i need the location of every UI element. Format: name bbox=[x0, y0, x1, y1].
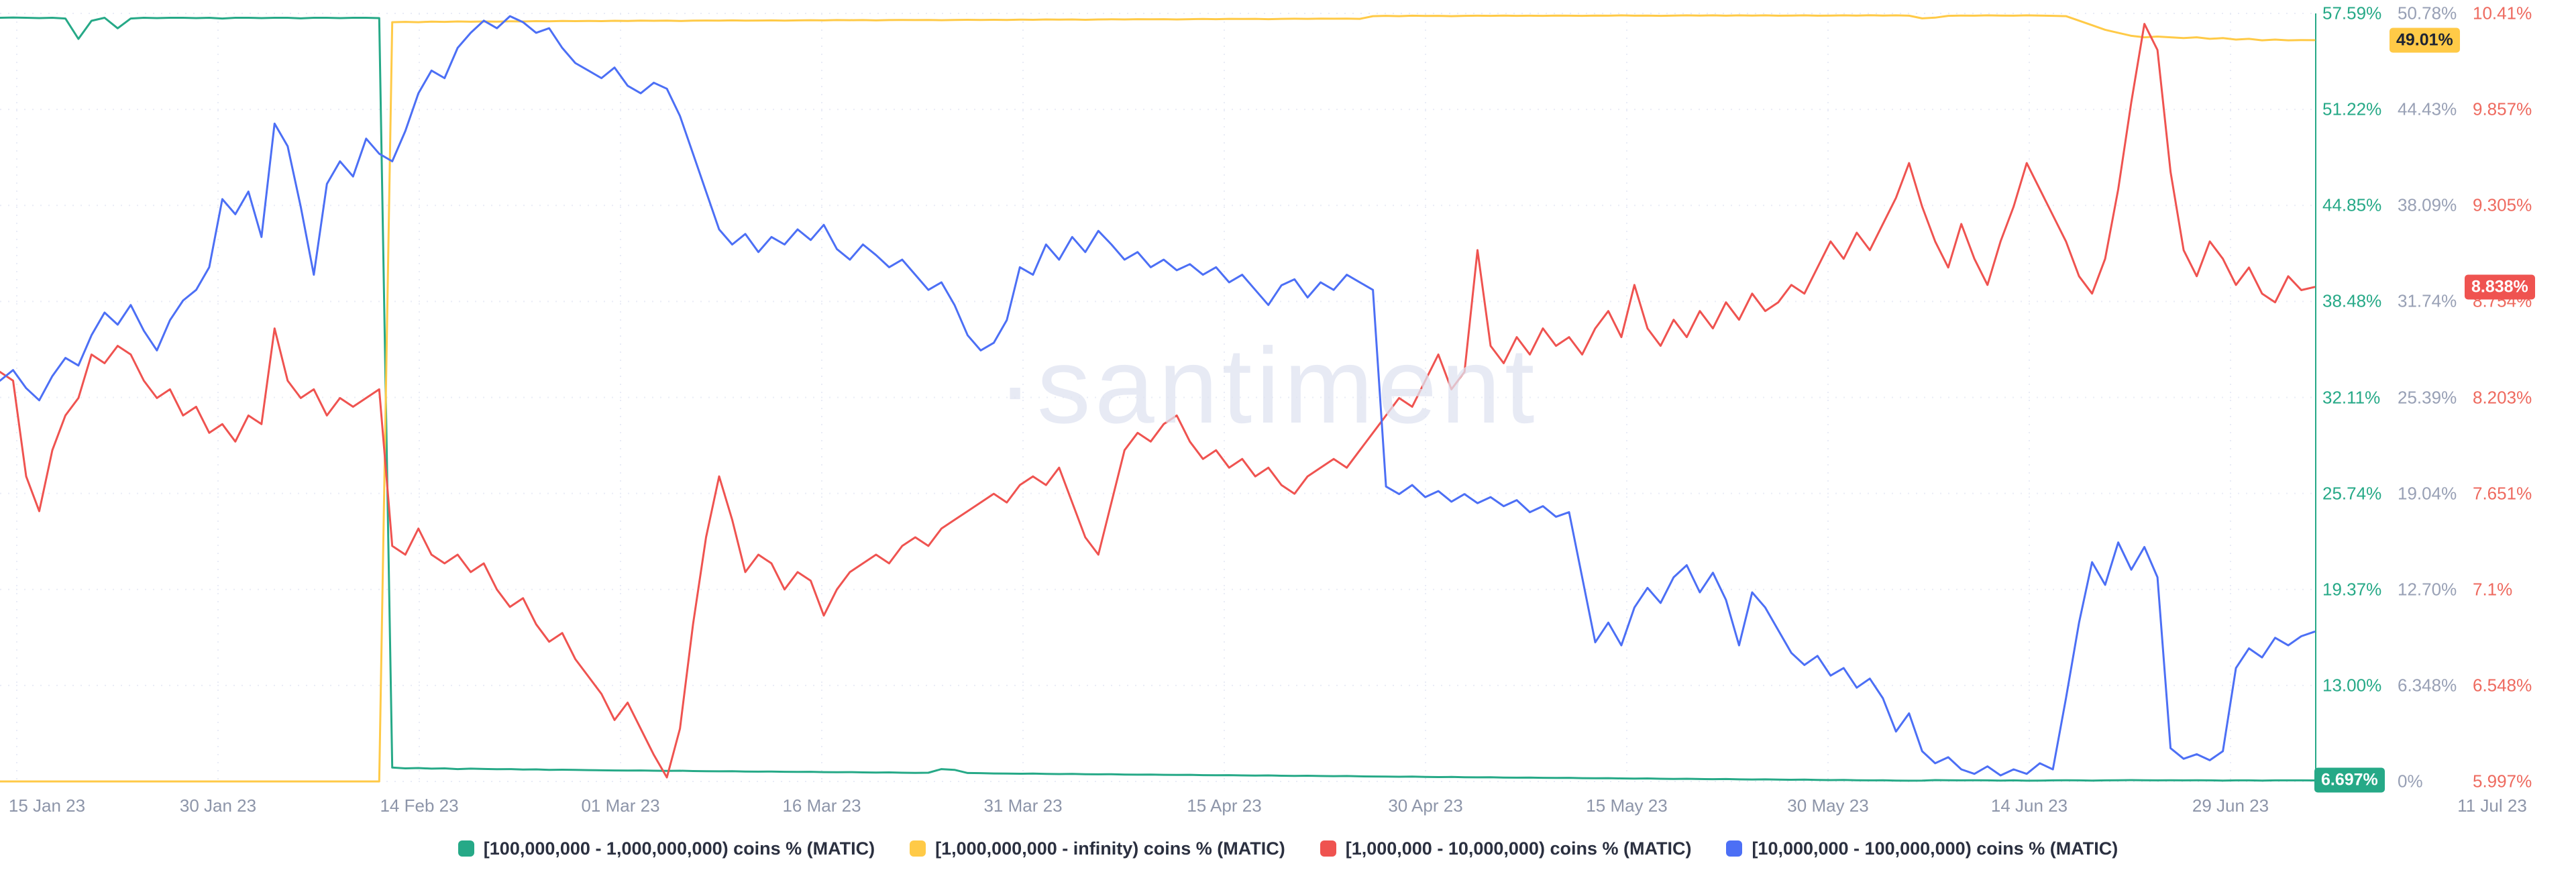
x-axis-label: 14 Feb 23 bbox=[380, 796, 459, 816]
series-line-band-1m-10m bbox=[0, 23, 2316, 779]
legend-swatch-band-10m-100m bbox=[1726, 840, 1743, 857]
y-tick-supply-1b-infinity: 50.78% bbox=[2398, 3, 2457, 23]
y-tick-supply-1b-infinity: 31.74% bbox=[2398, 290, 2457, 311]
y-tick-supply-100m-1b: 38.48% bbox=[2322, 290, 2382, 311]
chart-area: ·santiment 57.59% 51.22% 44.85% 38.48% 32.11… bbox=[0, 0, 2576, 825]
current-value-badge-supply-1b-infinity: 49.01% bbox=[2390, 28, 2460, 53]
x-axis-label: 30 May 23 bbox=[1787, 796, 1869, 816]
x-axis-label: 01 Mar 23 bbox=[581, 796, 660, 816]
x-axis-label: 15 Jan 23 bbox=[8, 796, 86, 816]
y-tick-supply-1m-10m: 7.1% bbox=[2473, 579, 2513, 600]
y-tick-supply-1b-infinity: 38.09% bbox=[2398, 195, 2457, 215]
x-axis-label: 16 Mar 23 bbox=[782, 796, 861, 816]
legend-item-band-100m-1b[interactable]: [100,000,000 - 1,000,000,000) coins % (M… bbox=[458, 838, 875, 859]
y-tick-supply-1b-infinity: 25.39% bbox=[2398, 387, 2457, 407]
y-tick-supply-1b-infinity: 44.43% bbox=[2398, 99, 2457, 119]
series-line-band-1b-infinity bbox=[0, 14, 2316, 783]
plot-svg[interactable] bbox=[0, 0, 2576, 825]
y-tick-supply-1b-infinity: 12.70% bbox=[2398, 579, 2457, 600]
x-axis-label: 15 Apr 23 bbox=[1187, 796, 1262, 816]
legend-item-band-1m-10m[interactable]: [1,000,000 - 10,000,000) coins % (MATIC) bbox=[1320, 838, 1692, 859]
legend-label: [1,000,000,000 - infinity) coins % (MATI… bbox=[935, 838, 1285, 859]
legend: [100,000,000 - 1,000,000,000) coins % (M… bbox=[0, 825, 2576, 872]
x-axis-label: 15 May 23 bbox=[1586, 796, 1668, 816]
x-axis-label: 30 Apr 23 bbox=[1388, 796, 1463, 816]
y-tick-supply-100m-1b: 51.22% bbox=[2322, 99, 2382, 119]
x-axis-label: 14 Jun 23 bbox=[1990, 796, 2068, 816]
y-tick-supply-1m-10m: 9.305% bbox=[2473, 195, 2532, 215]
legend-label: [1,000,000 - 10,000,000) coins % (MATIC) bbox=[1345, 838, 1692, 859]
y-tick-supply-1b-infinity: 6.348% bbox=[2398, 675, 2457, 696]
x-axis-label: 29 Jun 23 bbox=[2192, 796, 2269, 816]
x-axis-label: 30 Jan 23 bbox=[179, 796, 257, 816]
y-tick-supply-100m-1b: 13.00% bbox=[2322, 675, 2382, 696]
legend-swatch-band-100m-1b bbox=[458, 840, 474, 857]
y-tick-supply-100m-1b: 25.74% bbox=[2322, 483, 2382, 504]
legend-label: [10,000,000 - 100,000,000) coins % (MATI… bbox=[1752, 838, 2118, 859]
y-tick-supply-100m-1b: 44.85% bbox=[2322, 195, 2382, 215]
y-tick-supply-100m-1b: 32.11% bbox=[2322, 387, 2381, 407]
y-tick-supply-1m-10m: 10.41% bbox=[2473, 3, 2532, 23]
grid bbox=[0, 13, 2314, 782]
series-line-band-100m-1b bbox=[0, 16, 2316, 782]
y-tick-supply-100m-1b: 19.37% bbox=[2322, 579, 2382, 600]
legend-label: [100,000,000 - 1,000,000,000) coins % (M… bbox=[483, 838, 875, 859]
y-tick-supply-1m-10m: 7.651% bbox=[2473, 483, 2532, 504]
legend-swatch-band-1b-infinity bbox=[910, 840, 926, 857]
current-value-badge-supply-100m-1b: 6.697% bbox=[2314, 767, 2385, 793]
y-tick-supply-1b-infinity: 19.04% bbox=[2398, 483, 2457, 504]
y-tick-supply-1b-infinity: 0% bbox=[2398, 771, 2423, 792]
y-tick-supply-1m-10m: 9.857% bbox=[2473, 99, 2532, 119]
x-axis-label: 31 Mar 23 bbox=[983, 796, 1063, 816]
x-axis-label: 11 Jul 23 bbox=[2457, 796, 2527, 816]
legend-swatch-band-1m-10m bbox=[1320, 840, 1336, 857]
y-tick-supply-1m-10m: 6.548% bbox=[2473, 675, 2532, 696]
current-value-badge-supply-1m-10m: 8.838% bbox=[2465, 274, 2535, 300]
series-line-band-10m-100m bbox=[0, 15, 2316, 777]
legend-item-band-10m-100m[interactable]: [10,000,000 - 100,000,000) coins % (MATI… bbox=[1726, 838, 2118, 859]
y-tick-supply-1m-10m: 5.997% bbox=[2473, 771, 2532, 792]
legend-item-band-1b-infinity[interactable]: [1,000,000,000 - infinity) coins % (MATI… bbox=[910, 838, 1285, 859]
y-tick-supply-100m-1b: 57.59% bbox=[2322, 3, 2382, 23]
y-tick-supply-1m-10m: 8.203% bbox=[2473, 387, 2532, 407]
